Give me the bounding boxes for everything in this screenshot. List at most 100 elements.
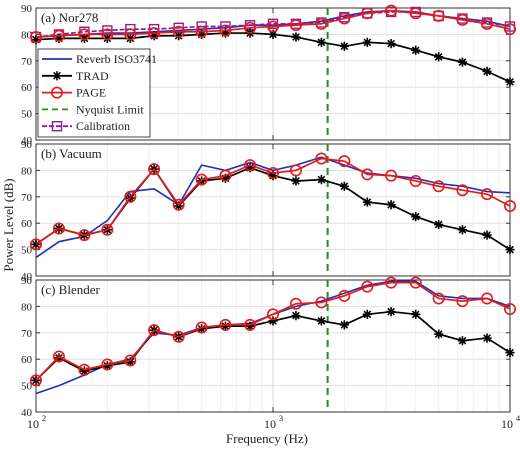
trad-marker xyxy=(291,32,301,42)
legend-label: TRAD xyxy=(76,69,109,83)
page-marker xyxy=(52,350,65,363)
trad-marker xyxy=(339,41,349,51)
trad-marker xyxy=(291,176,301,186)
page-marker xyxy=(456,295,469,308)
page-marker xyxy=(266,308,279,321)
page-marker xyxy=(219,169,232,182)
trad-marker xyxy=(386,200,396,210)
page-marker xyxy=(481,17,494,30)
page-marker xyxy=(361,168,374,181)
page-marker xyxy=(244,21,257,34)
page-marker xyxy=(50,86,63,99)
y-tick-label: 60 xyxy=(21,354,33,366)
page-marker xyxy=(338,289,351,302)
page-marker xyxy=(195,25,208,38)
calibration-marker xyxy=(51,120,63,132)
legend-label: PAGE xyxy=(76,86,106,100)
page-marker xyxy=(52,29,65,42)
trad-marker xyxy=(386,307,396,317)
y-axis-label: Power Level (dB) xyxy=(1,178,16,271)
page-marker xyxy=(385,4,398,17)
series-line-reverb xyxy=(35,156,511,259)
page-marker xyxy=(172,198,185,211)
page-marker xyxy=(29,374,42,387)
x-tick-exponent: 4 xyxy=(516,413,520,423)
legend: Reverb ISO3741 TRAD PAGE Nyquist Limit Calib… xyxy=(37,48,157,138)
trad-marker xyxy=(411,309,421,319)
page-marker xyxy=(432,9,445,22)
y-tick-label: 60 xyxy=(21,218,33,230)
page-marker xyxy=(481,188,494,201)
trad-marker xyxy=(174,201,184,211)
page-marker xyxy=(409,276,422,289)
page-marker xyxy=(195,173,208,186)
series-line-page xyxy=(35,9,511,38)
page-marker xyxy=(315,152,328,165)
series-page xyxy=(29,4,516,44)
page-marker xyxy=(266,20,279,33)
page-marker xyxy=(315,296,328,309)
page-marker xyxy=(52,222,65,235)
x-tick-label: 10 xyxy=(264,417,276,431)
page-marker xyxy=(101,223,114,236)
page-marker xyxy=(289,164,302,177)
trad-marker xyxy=(220,321,231,331)
page-marker xyxy=(124,190,137,203)
page-marker xyxy=(266,167,279,180)
y-tick-label: 80 xyxy=(21,165,33,177)
y-tick-label: 60 xyxy=(21,82,33,94)
trad-marker xyxy=(52,71,62,81)
page-marker xyxy=(78,229,91,242)
x-axis-label: Frequency (Hz) xyxy=(226,431,308,446)
trad-marker xyxy=(505,77,515,87)
y-tick-label: 90 xyxy=(21,139,33,151)
page-marker xyxy=(361,7,374,20)
page-marker xyxy=(78,28,91,41)
page-marker xyxy=(503,200,516,213)
page-marker xyxy=(503,303,516,316)
page-marker xyxy=(289,19,302,32)
page-marker xyxy=(172,25,185,38)
panel-1: 40 50 60 70 80 90 (a) Nor278 xyxy=(21,3,516,147)
trad-marker xyxy=(339,320,349,330)
trad-marker xyxy=(482,66,492,76)
trad-marker xyxy=(362,197,372,207)
trad-marker xyxy=(102,33,112,43)
y-tick-label: 90 xyxy=(21,275,33,287)
trad-marker xyxy=(362,309,372,319)
series-line-page xyxy=(35,281,511,381)
y-tick-label: 50 xyxy=(21,109,33,121)
y-tick-label: 70 xyxy=(21,328,33,340)
panel-2: 40 50 60 70 80 90 (b) Vacuum xyxy=(21,139,516,283)
page-marker xyxy=(503,23,516,36)
y-tick-label: 40 xyxy=(21,135,33,147)
panel-title: (b) Vacuum xyxy=(41,146,102,161)
trad-marker xyxy=(316,37,326,47)
page-marker xyxy=(385,276,398,289)
trad-marker xyxy=(316,175,326,185)
series-line-page xyxy=(35,157,511,246)
y-tick-label: 50 xyxy=(21,381,33,393)
y-tick-label: 40 xyxy=(21,407,33,419)
trad-marker xyxy=(505,245,515,255)
trad-marker xyxy=(411,45,421,55)
page-marker xyxy=(338,12,351,25)
page-marker xyxy=(78,363,91,376)
page-marker xyxy=(148,27,161,40)
page-marker xyxy=(432,292,445,305)
legend-item-page: PAGE xyxy=(42,86,106,100)
panel-3: 40 50 60 70 80 90 (c) Blender xyxy=(21,275,516,419)
page-marker xyxy=(101,358,114,371)
trad-marker xyxy=(434,329,444,339)
trad-marker xyxy=(316,316,326,326)
page-marker xyxy=(244,318,257,331)
y-tick-label: 80 xyxy=(21,29,33,41)
trad-marker xyxy=(434,219,444,230)
legend-label: Reverb ISO3741 xyxy=(76,52,157,66)
x-tick-label: 10 xyxy=(501,417,513,431)
legend-item-trad: TRAD xyxy=(42,69,109,83)
page-marker xyxy=(148,163,161,176)
page-marker xyxy=(124,354,137,367)
series-page xyxy=(29,152,516,251)
